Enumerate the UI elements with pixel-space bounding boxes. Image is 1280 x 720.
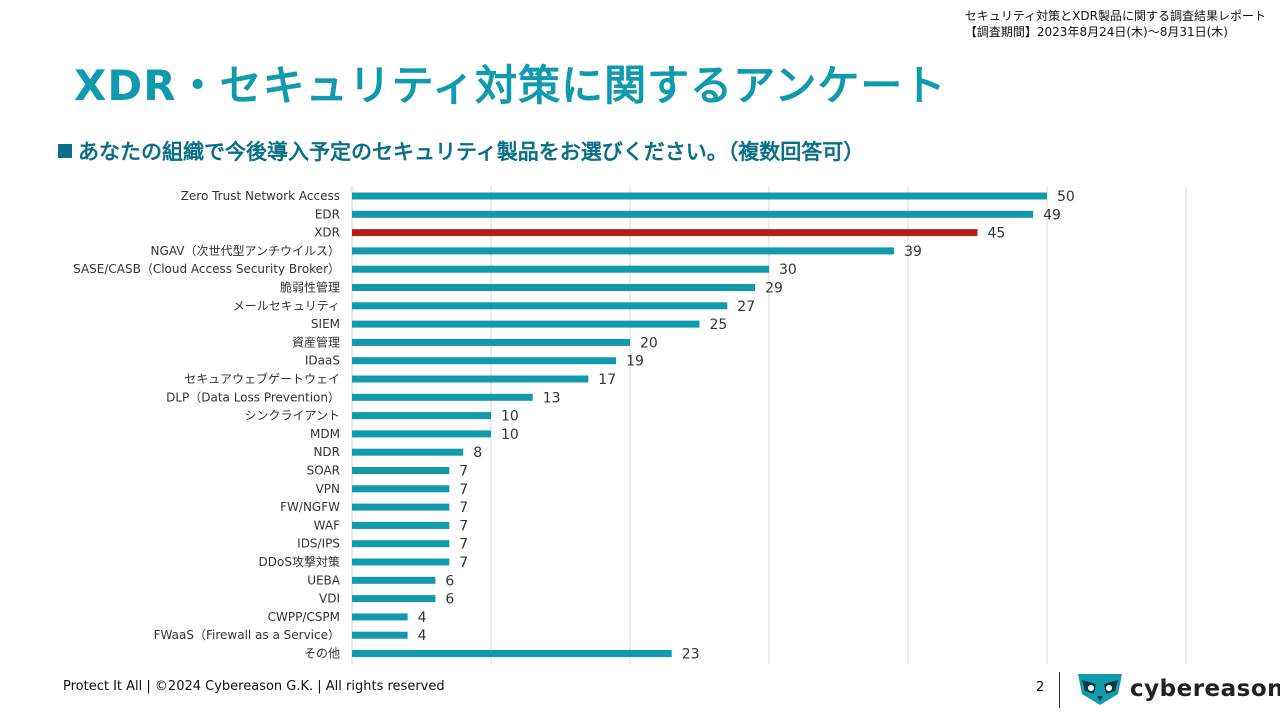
value-label: 7 [459,518,468,534]
bar [352,375,589,383]
chart-labels: Zero Trust Network Access 50 EDR 49 XDR 45 NGA… [73,189,1075,663]
category-label: メールセキュリティ [233,299,340,313]
bar [352,393,533,401]
survey-question: あなたの組織で今後導入予定のセキュリティ製品をお選びください。（複数回答可） [58,136,864,166]
chart-gridlines [351,186,1187,664]
value-label: 7 [459,537,468,553]
value-label: 4 [418,610,427,626]
report-header: セキュリティ対策とXDR製品に関する調査結果レポート 【調査期間】2023年8月… [965,8,1266,40]
value-label: 20 [640,335,658,351]
category-label: 脆弱性管理 [280,280,340,295]
bar [352,338,630,346]
bar [352,540,450,548]
owl-logo-icon [1078,674,1122,705]
bar [352,521,450,529]
category-label: WAF [314,518,340,532]
category-label: DDoS攻撃対策 [259,554,340,569]
bar [352,650,672,657]
category-label: SIEM [311,317,340,331]
bar [352,210,1034,218]
footer-divider [1059,672,1060,708]
value-label: 39 [904,244,922,260]
square-bullet-icon [58,144,72,158]
value-label: 13 [543,390,561,406]
category-label: XDR [314,226,340,240]
bar [352,503,450,511]
survey-question-text: あなたの組織で今後導入予定のセキュリティ製品をお選びください。（複数回答可） [78,140,865,164]
category-label: DLP（Data Loss Prevention） [166,390,340,404]
bar [352,357,617,365]
value-label: 6 [445,592,454,608]
bar [352,448,464,456]
bar [352,558,450,566]
category-label: FW/NGFW [280,500,340,514]
bar [352,631,408,639]
slide-title: XDR・セキュリティ対策に関するアンケート [74,61,947,110]
value-label: 25 [710,317,728,333]
category-label: VPN [316,482,340,496]
value-label: 17 [598,372,616,388]
value-label: 27 [737,299,755,315]
category-label: IDS/IPS [297,537,340,551]
bar [352,576,436,584]
logo-text: cybereason [1130,676,1280,702]
category-label: FWaaS（Firewall as a Service） [154,628,340,642]
category-label: その他 [304,647,340,661]
value-label: 10 [501,427,519,443]
value-label: 7 [459,500,468,516]
bar [352,302,728,310]
bar [352,320,700,328]
category-label: CWPP/CSPM [268,610,340,624]
value-label: 49 [1043,207,1061,223]
survey-period: 【調査期間】2023年8月24日(木)〜8月31日(木) [964,25,1228,39]
chart-bars [352,192,1047,657]
category-label: SOAR [307,464,340,478]
value-label: 7 [459,482,468,498]
bar [352,430,491,438]
bar [352,247,895,255]
cybereason-logo: cybereason [1076,672,1280,706]
value-label: 19 [626,354,644,370]
bar-chart: Zero Trust Network Access 50 EDR 49 XDR 45 NGA… [73,186,1187,664]
value-label: 10 [501,409,519,425]
report-title: セキュリティ対策とXDR製品に関する調査結果レポート [964,9,1266,23]
category-label: シンクライアント [244,409,340,423]
bar [352,284,756,291]
category-label: IDaaS [305,354,340,368]
category-label: EDR [315,207,340,221]
value-label: 45 [988,226,1006,242]
page-number: 2 [1036,680,1045,695]
bar [352,485,450,493]
category-label: VDI [319,592,340,606]
bar [352,467,450,474]
value-label: 7 [459,464,468,480]
category-label: NGAV（次世代型アンチウイルス） [151,244,340,258]
category-label: SASE/CASB（Cloud Access Security Broker） [73,262,340,276]
footer-copyright: Protect It All | ©2024 Cybereason G.K. |… [63,679,445,694]
bar [352,229,978,237]
bar [352,595,436,603]
value-label: 6 [445,573,454,589]
bar [352,265,769,273]
category-label: セキュアウェブゲートウェイ [184,371,340,386]
value-label: 23 [682,647,700,663]
category-label: UEBA [307,573,341,587]
bar [352,412,491,420]
value-label: 29 [765,281,783,297]
value-label: 30 [779,262,797,278]
bar [352,192,1047,200]
value-label: 8 [473,445,482,461]
category-label: NDR [313,445,340,459]
category-label: Zero Trust Network Access [181,189,340,203]
bar [352,613,408,621]
category-label: MDM [310,427,340,441]
value-label: 4 [418,628,427,644]
category-label: 資産管理 [292,334,340,349]
value-label: 7 [459,555,468,571]
value-label: 50 [1057,189,1075,205]
